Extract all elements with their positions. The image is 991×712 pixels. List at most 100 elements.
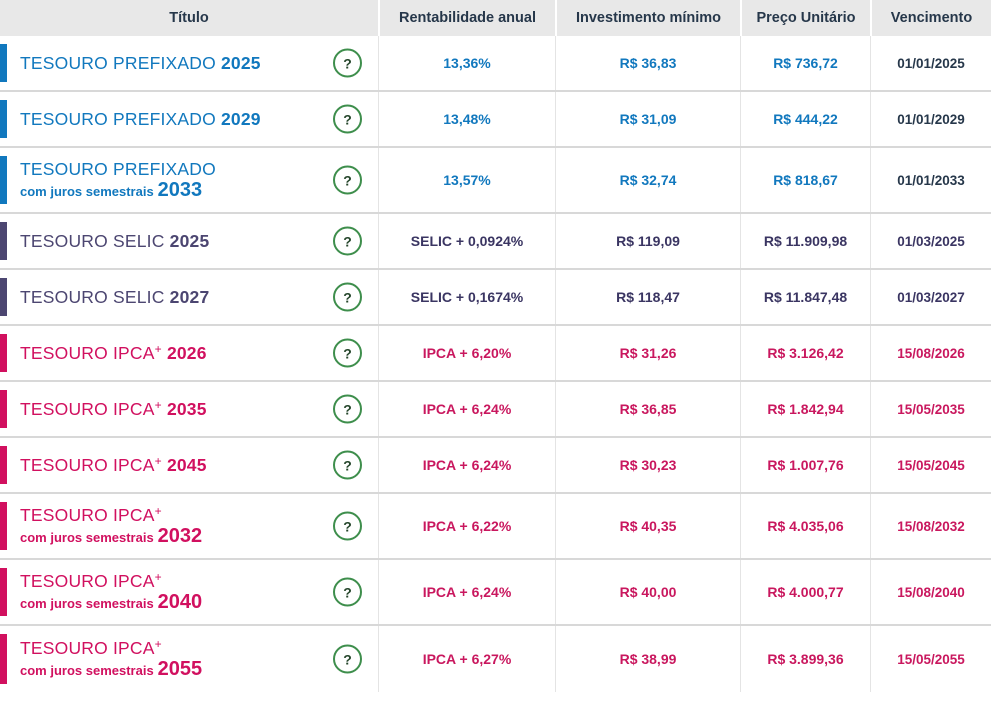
help-icon[interactable]: ? (333, 338, 362, 368)
unit-price-value: R$ 3.126,42 (740, 326, 870, 380)
min-investment-value: R$ 31,26 (555, 326, 740, 380)
table-row[interactable]: TESOURO SELIC 2027 ? SELIC + 0,1674% R$ … (0, 270, 991, 326)
help-icon[interactable]: ? (333, 644, 362, 674)
column-header-rentabilidade: Rentabilidade anual (378, 0, 555, 36)
bond-title: TESOURO PREFIXADO 2025 (20, 53, 325, 73)
bond-color-bar (0, 222, 7, 260)
ipca-plus-superscript: + (154, 569, 162, 584)
ipca-plus-superscript: + (154, 503, 162, 518)
table-row[interactable]: TESOURO PREFIXADO com juros semestrais 2… (0, 148, 991, 214)
annual-return-value: SELIC + 0,0924% (378, 214, 555, 268)
maturity-date: 01/03/2025 (870, 214, 991, 268)
annual-return-value: IPCA + 6,20% (378, 326, 555, 380)
unit-price-value: R$ 1.842,94 (740, 382, 870, 436)
bond-table-body: TESOURO PREFIXADO 2025 ? 13,36% R$ 36,83… (0, 36, 991, 692)
bond-name: TESOURO IPCA (20, 454, 155, 475)
help-icon[interactable]: ? (333, 450, 362, 480)
help-icon[interactable]: ? (333, 165, 362, 195)
min-investment-value: R$ 36,85 (555, 382, 740, 436)
bond-title-cell: TESOURO PREFIXADO com juros semestrais 2… (0, 148, 378, 212)
unit-price-value: R$ 11.847,48 (740, 270, 870, 324)
bond-year: 2029 (221, 108, 261, 129)
bond-title: TESOURO IPCA+ com juros semestrais 2032 (20, 503, 266, 548)
help-icon[interactable]: ? (333, 226, 362, 256)
table-row[interactable]: TESOURO SELIC 2025 ? SELIC + 0,0924% R$ … (0, 214, 991, 270)
bond-title: TESOURO IPCA+ 2045 (20, 454, 271, 475)
bond-title: TESOURO IPCA+ 2026 (20, 342, 271, 363)
annual-return-value: IPCA + 6,24% (378, 438, 555, 492)
bond-title-line: TESOURO SELIC 2025 (20, 231, 209, 251)
bond-title: TESOURO SELIC 2025 (20, 231, 273, 251)
bond-name: TESOURO IPCA (20, 504, 155, 525)
bond-color-bar (0, 44, 7, 82)
table-row[interactable]: TESOURO IPCA+ com juros semestrais 2032 … (0, 494, 991, 560)
min-investment-value: R$ 31,09 (555, 92, 740, 146)
bond-year: 2032 (157, 525, 203, 548)
table-row[interactable]: TESOURO PREFIXADO 2029 ? 13,48% R$ 31,09… (0, 92, 991, 148)
help-icon[interactable]: ? (333, 577, 362, 607)
table-row[interactable]: TESOURO IPCA+ com juros semestrais 2040 … (0, 560, 991, 626)
table-row[interactable]: TESOURO IPCA+ 2035 ? IPCA + 6,24% R$ 36,… (0, 382, 991, 438)
bond-title-cell: TESOURO SELIC 2027 ? (0, 270, 378, 324)
bond-title-line: TESOURO PREFIXADO 2029 (20, 109, 261, 129)
bond-title-line: TESOURO IPCA+ 2026 (20, 342, 207, 363)
bond-title-line: TESOURO IPCA+ (20, 637, 202, 658)
unit-price-value: R$ 736,72 (740, 36, 870, 90)
bond-subtitle-line: com juros semestrais 2033 (20, 180, 216, 201)
help-icon[interactable]: ? (333, 394, 362, 424)
annual-return-value: 13,48% (378, 92, 555, 146)
bond-title-cell: TESOURO IPCA+ 2035 ? (0, 382, 378, 436)
bond-name: TESOURO PREFIXADO (20, 158, 216, 179)
annual-return-value: SELIC + 0,1674% (378, 270, 555, 324)
bond-title-cell: TESOURO IPCA+ com juros semestrais 2055 … (0, 626, 378, 692)
annual-return-value: 13,36% (378, 36, 555, 90)
bond-year: 2033 (157, 179, 203, 202)
table-header-row: Título Rentabilidade anual Investimento … (0, 0, 991, 36)
bond-year: 2026 (166, 342, 207, 363)
table-row[interactable]: TESOURO PREFIXADO 2025 ? 13,36% R$ 36,83… (0, 36, 991, 92)
maturity-date: 15/08/2040 (870, 560, 991, 624)
help-icon[interactable]: ? (333, 104, 362, 134)
min-investment-value: R$ 40,00 (555, 560, 740, 624)
bond-color-bar (0, 568, 7, 616)
bond-name: TESOURO IPCA (20, 637, 155, 658)
help-icon[interactable]: ? (333, 282, 362, 312)
column-header-preco: Preço Unitário (740, 0, 870, 36)
bond-title-cell: TESOURO IPCA+ com juros semestrais 2040 … (0, 560, 378, 624)
bond-title: TESOURO IPCA+ com juros semestrais 2040 (20, 569, 266, 613)
bond-year: 2035 (166, 398, 207, 419)
table-row[interactable]: TESOURO IPCA+ com juros semestrais 2055 … (0, 626, 991, 692)
bond-name: TESOURO SELIC (20, 286, 165, 307)
column-header-investimento: Investimento mínimo (555, 0, 740, 36)
bond-title-cell: TESOURO IPCA+ com juros semestrais 2032 … (0, 494, 378, 558)
bond-title-line: TESOURO PREFIXADO (20, 159, 216, 179)
maturity-date: 15/05/2055 (870, 626, 991, 692)
bond-title-line: TESOURO IPCA+ 2045 (20, 454, 207, 475)
help-icon[interactable]: ? (333, 48, 362, 78)
table-row[interactable]: TESOURO IPCA+ 2026 ? IPCA + 6,20% R$ 31,… (0, 326, 991, 382)
ipca-plus-superscript: + (154, 397, 162, 412)
table-row[interactable]: TESOURO IPCA+ 2045 ? IPCA + 6,24% R$ 30,… (0, 438, 991, 494)
bond-title: TESOURO IPCA+ 2035 (20, 397, 271, 419)
bond-subtitle: com juros semestrais (20, 530, 154, 546)
annual-return-value: 13,57% (378, 148, 555, 212)
bond-color-bar (0, 390, 7, 428)
bond-title: TESOURO SELIC 2027 (20, 287, 273, 307)
bond-title-line: TESOURO IPCA+ (20, 503, 202, 525)
min-investment-value: R$ 119,09 (555, 214, 740, 268)
help-icon[interactable]: ? (333, 511, 362, 541)
bond-title: TESOURO PREFIXADO 2029 (20, 109, 325, 129)
maturity-date: 01/03/2027 (870, 270, 991, 324)
column-header-titulo: Título (0, 0, 378, 36)
bond-name: TESOURO IPCA (20, 342, 155, 363)
maturity-date: 15/08/2032 (870, 494, 991, 558)
bond-title-cell: TESOURO PREFIXADO 2025 ? (0, 36, 378, 90)
bond-subtitle: com juros semestrais (20, 596, 154, 612)
maturity-date: 15/08/2026 (870, 326, 991, 380)
unit-price-value: R$ 444,22 (740, 92, 870, 146)
bond-subtitle-line: com juros semestrais 2055 (20, 659, 202, 680)
bond-name: TESOURO IPCA (20, 570, 155, 591)
maturity-date: 01/01/2025 (870, 36, 991, 90)
bond-title-cell: TESOURO IPCA+ 2026 ? (0, 326, 378, 380)
